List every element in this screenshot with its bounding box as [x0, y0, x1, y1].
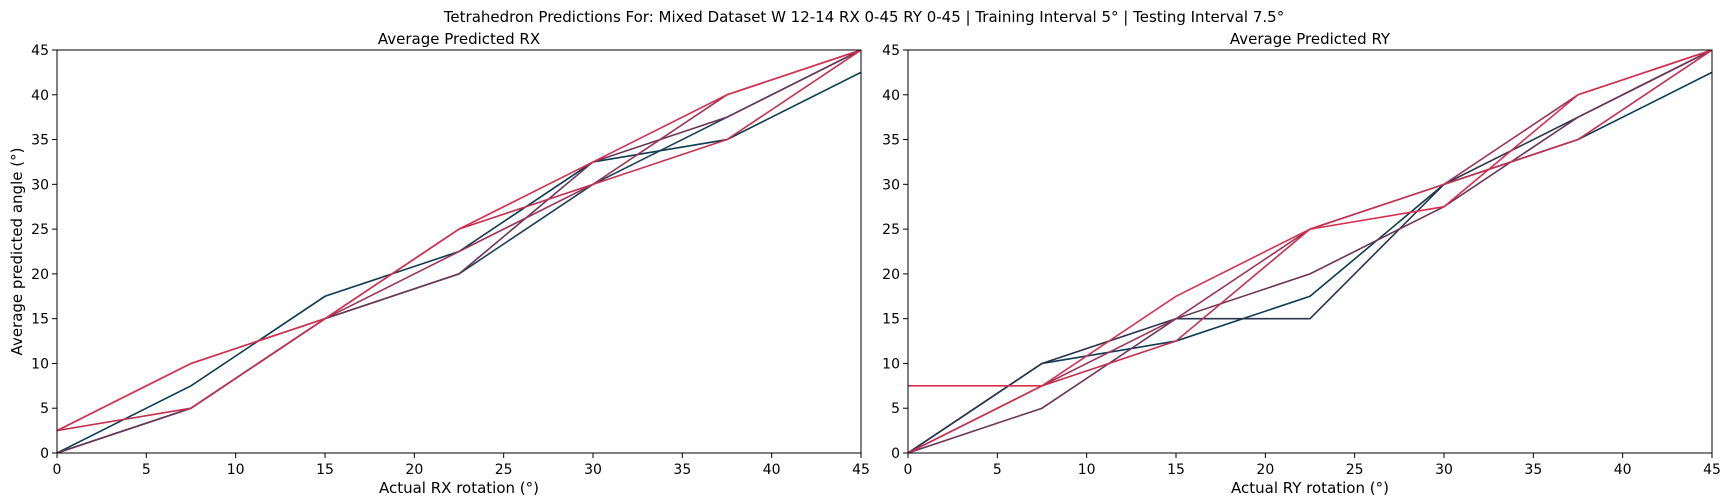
- axes-frame: [56, 49, 862, 454]
- chart-panel-rx: 0 5 10 15 20 25 30 35 40 45 0 5 10 15 20 25 30 35 40 45 Aver…: [8, 30, 870, 497]
- x-tick-label: 5: [993, 462, 1002, 478]
- y-tick-label: 45: [31, 43, 49, 59]
- x-tick-label: 0: [53, 462, 62, 478]
- y-tick-label: 15: [31, 312, 49, 328]
- x-tick-label: 0: [904, 462, 913, 478]
- x-axis-label: Actual RY rotation (°): [1231, 479, 1389, 497]
- y-tick-label: 15: [882, 312, 900, 328]
- x-axis-label: Actual RX rotation (°): [379, 479, 539, 497]
- y-tick-label: 10: [31, 356, 49, 372]
- y-tick-label: 25: [882, 222, 900, 238]
- axes-frame: [907, 49, 1713, 454]
- y-tick-label: 35: [882, 133, 900, 149]
- x-tick-label: 20: [1256, 462, 1274, 478]
- y-tick-label: 0: [40, 446, 49, 462]
- x-tick-label: 45: [1703, 462, 1721, 478]
- y-tick-label: 10: [882, 356, 900, 372]
- series-line-1: [908, 71, 1712, 453]
- series-group: [57, 50, 861, 453]
- series-line-4: [57, 50, 861, 432]
- panel-title: Average Predicted RY: [1230, 30, 1391, 48]
- y-tick-label: 30: [31, 177, 49, 193]
- x-tick-label: 30: [1435, 462, 1453, 478]
- x-tick-label: 5: [142, 462, 151, 478]
- x-tick-label: 15: [1167, 462, 1185, 478]
- x-tick-label: 40: [1614, 462, 1632, 478]
- y-tick-label: 20: [882, 267, 900, 283]
- y-tick-label: 25: [31, 222, 49, 238]
- y-tick-label: 5: [891, 401, 900, 417]
- y-tick-label: 30: [882, 177, 900, 193]
- x-tick-label: 25: [1346, 462, 1364, 478]
- y-tick-label: 35: [31, 133, 49, 149]
- x-tick-label: 40: [763, 462, 781, 478]
- figure-title: Tetrahedron Predictions For: Mixed Datas…: [443, 8, 1284, 26]
- y-tick-label: 5: [40, 401, 49, 417]
- x-tick-label: 25: [495, 462, 513, 478]
- series-line-1: [57, 71, 861, 453]
- x-tick-label: 35: [1524, 462, 1542, 478]
- series-line-5: [57, 50, 861, 432]
- series-line-6: [57, 50, 861, 432]
- x-tick-label: 10: [1078, 462, 1096, 478]
- y-tick-label: 40: [882, 88, 900, 104]
- y-tick-label: 20: [31, 267, 49, 283]
- panel-title: Average Predicted RX: [378, 30, 540, 48]
- y-tick-label: 40: [31, 88, 49, 104]
- x-tick-label: 45: [852, 462, 870, 478]
- series-line-3: [908, 50, 1712, 453]
- y-tick-label: 0: [891, 446, 900, 462]
- x-tick-label: 15: [316, 462, 334, 478]
- x-tick-label: 30: [584, 462, 602, 478]
- series-group: [908, 50, 1712, 453]
- x-tick-label: 20: [405, 462, 423, 478]
- x-tick-label: 10: [227, 462, 245, 478]
- series-line-6: [908, 50, 1712, 387]
- x-tick-label: 35: [673, 462, 691, 478]
- y-axis-label: Average predicted angle (°): [8, 148, 26, 356]
- y-tick-label: 45: [882, 43, 900, 59]
- chart-panel-ry: 0 5 10 15 20 25 30 35 40 45 0 5 10 15 20 25 30 35 40 45 Aver…: [882, 30, 1721, 497]
